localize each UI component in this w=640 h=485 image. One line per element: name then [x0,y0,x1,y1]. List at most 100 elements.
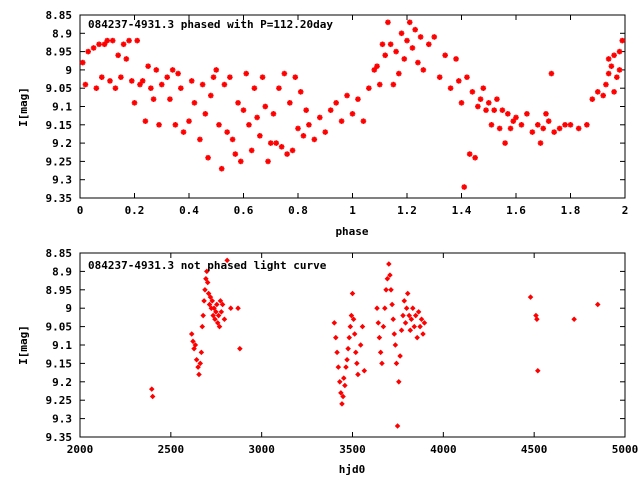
unphased-data-point [202,287,208,293]
phased-data-point [284,151,290,157]
unphased-data-point [333,334,339,341]
unphased-data-point [415,309,422,315]
unphased-y-tick-label: 9.35 [46,431,73,444]
unphased-data-point [380,323,387,330]
phased-data-point [96,41,102,48]
unphased-data-point [527,294,534,300]
unphased-data-point [211,305,217,311]
phased-data-point [109,37,116,44]
phased-data-point [505,111,511,117]
phased-data-point [213,67,220,73]
phased-data-point [270,111,277,117]
phased-data-point [496,125,503,132]
unphased-data-point [214,320,221,326]
unphased-data-point [214,301,220,308]
phased-data-point [153,67,160,73]
unphased-data-point [351,331,358,337]
phased-data-point [543,111,549,117]
unphased-data-point [237,345,243,352]
phased-data-point [611,52,617,59]
phased-data-point [616,48,623,55]
phased-data-point [175,70,181,77]
unphased-data-point [190,338,196,345]
phased-data-point [240,107,247,113]
phased-data-point [409,45,416,51]
phased-data-point [556,125,563,132]
unphased-data-point [200,312,206,319]
phased-data-point [205,154,211,161]
phased-data-point [172,122,179,128]
unphased-series [148,257,601,429]
unphased-y-tick-label: 9 [65,302,72,315]
unphased-data-point [345,345,351,352]
phased-data-point [344,92,350,99]
phased-plot-title: 084237-4931.3 phased with P=112.20day [88,18,333,31]
phased-y-tick-label: 8.85 [46,9,73,22]
unphased-data-point [218,309,225,315]
unphased-data-point [388,287,394,293]
phased-data-point [107,78,113,84]
unphased-data-point [199,323,206,330]
unphased-data-point [341,375,347,381]
phased-data-point [276,85,282,91]
unphased-data-point [406,312,412,319]
unphased-data-point [193,356,200,363]
phased-data-point [115,52,121,59]
phased-data-point [180,129,187,135]
phased-panel: 0 0.2 0.4 0.6 0.8 1 1.2 1.4 1.6 1.8 2 8.85 8.9 8.95 9 9… [17,9,628,238]
phased-data-point [150,96,157,102]
unphased-data-point [205,290,212,297]
unphased-data-point [219,301,226,308]
phased-data-point [480,85,487,91]
unphased-data-point [389,301,395,308]
phased-data-point [126,37,132,44]
unphased-data-point [228,305,234,311]
phased-data-point [259,74,266,81]
phased-data-point [499,107,506,113]
unphased-data-point [354,360,360,367]
phased-data-point [507,125,514,132]
phased-data-point [420,67,427,73]
phased-plot-frame [79,14,626,199]
phased-data-point [327,107,334,113]
unphased-data-point [353,349,359,356]
phased-data-point [145,63,151,70]
unphased-x-tick-label: 2500 [158,443,185,456]
unphased-y-tick-label: 9.25 [46,394,73,407]
phased-data-point [589,96,596,102]
unphased-data-point [334,349,340,356]
unphased-data-point [420,331,426,337]
unphased-data-point [400,312,406,319]
phased-data-point [295,125,301,132]
unphased-data-point [342,382,348,389]
phased-data-point [235,100,241,106]
phased-y-tick-label: 8.9 [52,27,72,40]
unphased-data-point [361,367,368,374]
unphased-data-point [344,356,350,363]
phased-data-point [390,81,397,88]
unphased-y-tick-label: 8.85 [46,247,73,260]
phased-data-point [338,118,345,124]
phased-data-point [393,48,399,55]
phased-x-tick-label: 0 [77,204,84,217]
phased-data-point [221,81,228,88]
phased-data-point [412,26,418,33]
phased-data-point [300,132,307,139]
phased-x-axis-label: phase [335,225,368,238]
unphased-x-tick-label: 2000 [67,443,94,456]
unphased-data-point [192,342,199,348]
phased-data-point [90,45,97,51]
unphased-data-point [418,316,425,323]
phased-data-point [469,89,476,95]
phased-data-point [197,136,203,143]
phased-data-point [605,56,612,62]
phased-data-point [306,122,312,128]
phased-data-point [475,103,481,110]
phased-data-point [273,140,279,146]
phased-data-point [518,122,525,128]
phased-data-point [246,122,252,128]
phased-data-point [123,56,130,62]
unphased-data-point [397,353,403,359]
phased-data-point [131,100,138,106]
phased-data-point [128,78,135,84]
